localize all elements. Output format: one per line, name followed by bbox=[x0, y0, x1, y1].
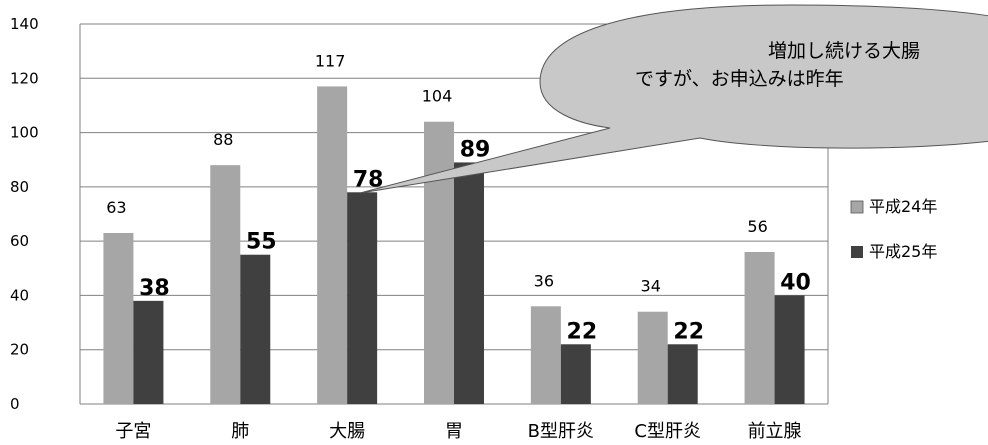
x-tick-label: 胃 bbox=[445, 421, 463, 442]
bar-series-1 bbox=[103, 233, 134, 404]
data-label-series-2: 89 bbox=[460, 137, 491, 162]
x-tick-label: 肺 bbox=[231, 421, 249, 442]
bar-series-1 bbox=[744, 252, 775, 404]
y-tick-label: 60 bbox=[10, 232, 29, 250]
bar-series-2 bbox=[133, 300, 164, 404]
y-tick-label: 20 bbox=[10, 341, 29, 359]
callout-line-1: 増加し続ける大腸 bbox=[768, 40, 920, 62]
bar-series-2 bbox=[667, 344, 698, 404]
bar-series-1 bbox=[210, 165, 241, 404]
y-tick-label: 120 bbox=[10, 69, 39, 87]
data-label-series-2: 22 bbox=[673, 319, 704, 344]
legend: 平成24年 平成25年 bbox=[850, 197, 937, 261]
data-label-series-1: 34 bbox=[641, 277, 661, 296]
y-tick-label: 100 bbox=[10, 124, 39, 142]
data-label-series-1: 104 bbox=[422, 87, 453, 106]
data-label-series-2: 38 bbox=[139, 276, 170, 301]
data-label-series-2: 40 bbox=[780, 270, 811, 295]
y-tick-label: 140 bbox=[10, 15, 39, 33]
callout-bubble: 増加し続ける大腸 ですが、お申込みは昨年 bbox=[359, 4, 988, 194]
legend-label-series-1: 平成24年 bbox=[869, 197, 937, 216]
y-tick-label: 80 bbox=[10, 178, 29, 196]
data-label-series-1: 63 bbox=[106, 198, 126, 217]
bars bbox=[103, 86, 805, 404]
legend-label-series-2: 平成25年 bbox=[869, 242, 937, 261]
bar-series-1 bbox=[424, 121, 454, 404]
data-label-series-1: 117 bbox=[315, 51, 346, 70]
data-label-series-1: 36 bbox=[534, 271, 554, 290]
x-tick-label: B型肝炎 bbox=[528, 421, 594, 442]
x-tick-label: 大腸 bbox=[329, 421, 365, 442]
bar-series-2 bbox=[774, 295, 805, 404]
y-tick-label: 0 bbox=[10, 395, 20, 413]
bar-series-2 bbox=[347, 192, 378, 404]
bar-series-1 bbox=[637, 311, 668, 404]
legend-swatch-series-2 bbox=[851, 246, 863, 258]
bar-series-1 bbox=[317, 86, 348, 404]
data-label-series-1: 56 bbox=[747, 217, 767, 236]
data-label-series-1: 88 bbox=[213, 130, 233, 149]
callout-shape bbox=[359, 4, 988, 194]
x-tick-label: 前立腺 bbox=[748, 421, 802, 442]
y-tick-label: 40 bbox=[10, 286, 29, 304]
bar-series-1 bbox=[530, 306, 561, 404]
callout-line-2: ですが、お申込みは昨年 bbox=[635, 68, 844, 90]
x-tick-label: C型肝炎 bbox=[634, 421, 701, 442]
legend-swatch-series-1 bbox=[850, 200, 864, 214]
x-tick-label: 子宮 bbox=[115, 421, 151, 442]
bar-series-2 bbox=[240, 254, 271, 404]
bar-series-2 bbox=[454, 162, 484, 404]
data-label-series-2: 55 bbox=[246, 230, 277, 255]
x-tick-labels: 子宮 肺 大腸 胃 B型肝炎 C型肝炎 前立腺 bbox=[115, 421, 801, 442]
y-tick-labels: 0 20 40 60 80 100 120 140 bbox=[10, 15, 39, 413]
bar-series-2 bbox=[560, 344, 591, 404]
data-label-series-2: 22 bbox=[567, 319, 598, 344]
